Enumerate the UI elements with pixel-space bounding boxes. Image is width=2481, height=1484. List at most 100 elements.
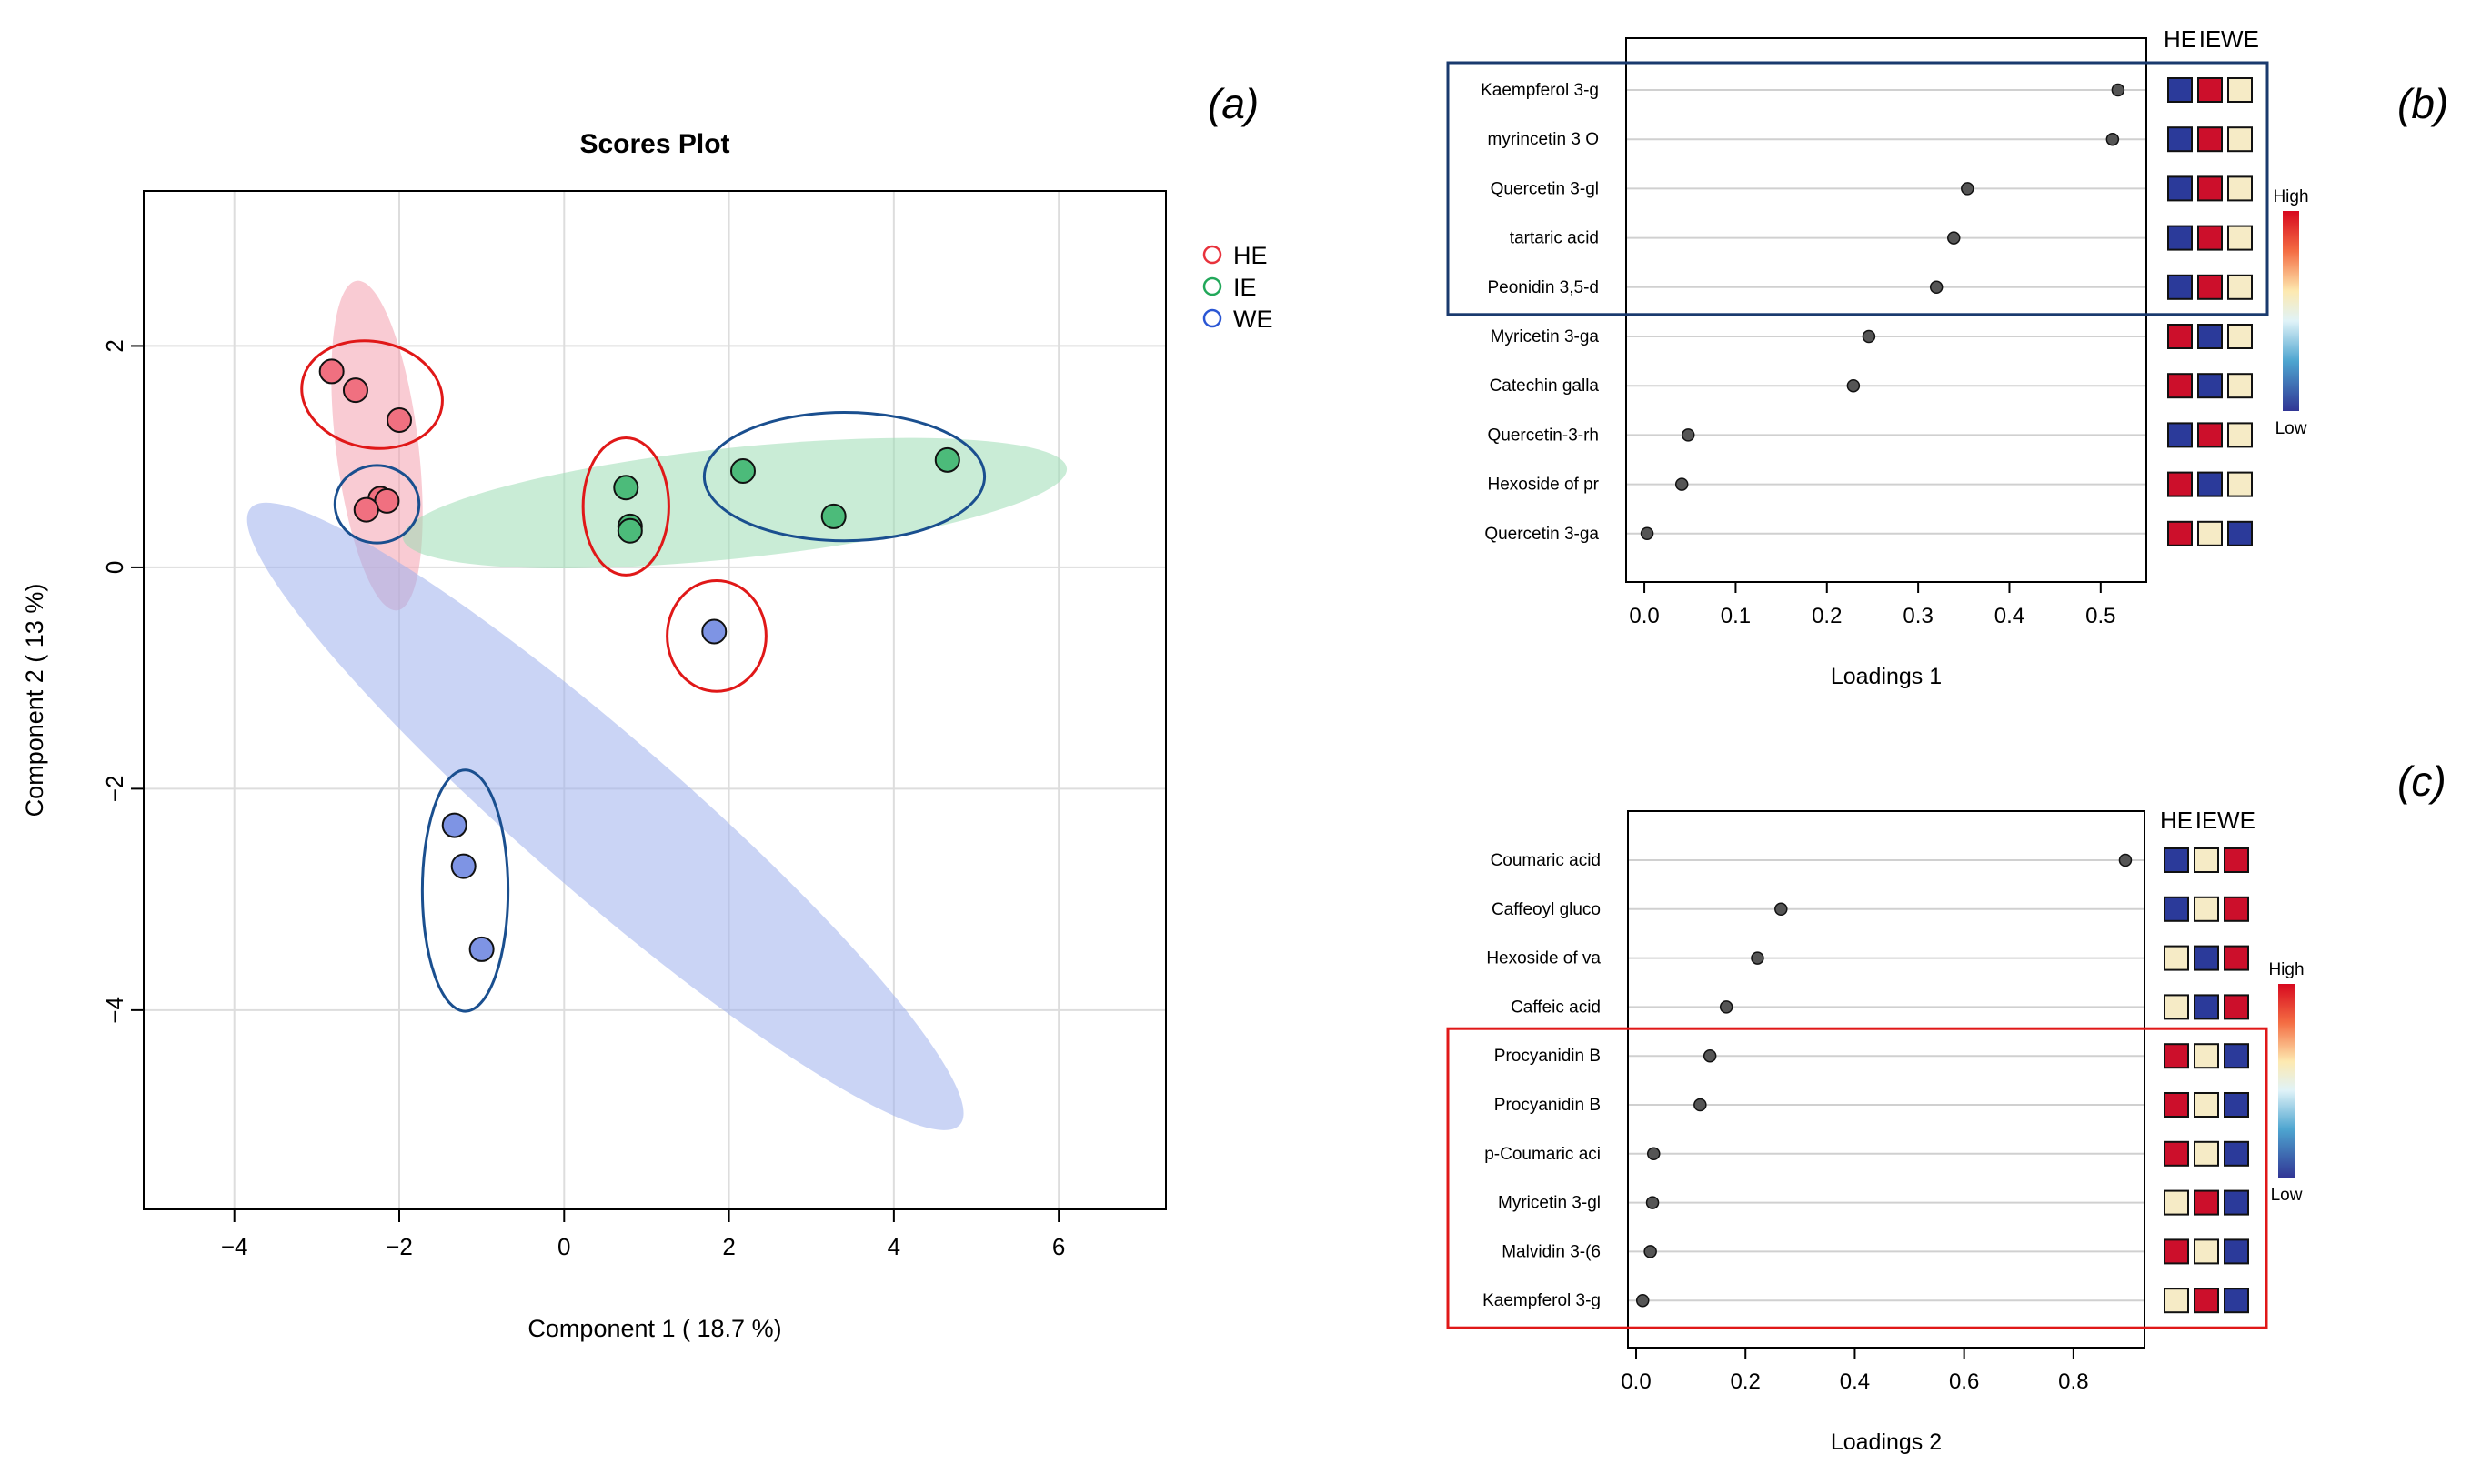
x-tick-label: 0.5: [2085, 604, 2115, 628]
score-point-ie: [820, 503, 847, 529]
scores-legend: HE IE WE: [1202, 242, 1273, 333]
loading-dot: [1929, 280, 1944, 295]
annotation-ellipse: [333, 464, 421, 545]
x-tick-label: 0.6: [1949, 1369, 1979, 1394]
heatmap-cell: [2194, 1043, 2219, 1069]
heatmap-cell: [2167, 175, 2193, 202]
legend-marker-ie: [1202, 276, 1222, 296]
heatmap-column-header: WE: [2221, 25, 2259, 53]
loadings-xlabel: Loadings 2: [1831, 1429, 1942, 1455]
loading-dot: [2111, 83, 2125, 97]
x-tick-label: 0.0: [1621, 1369, 1651, 1394]
x-tick-label: 0.1: [1721, 604, 1751, 628]
heatmap-cell: [2227, 126, 2253, 153]
heatmap-cell: [2197, 175, 2223, 202]
loadings-xlabel: Loadings 1: [1831, 664, 1942, 689]
loading-dot: [2105, 132, 2120, 146]
x-tick-label: 0: [557, 1233, 570, 1260]
loading-dot: [1640, 526, 1654, 541]
x-tick-label: 0.2: [1731, 1369, 1761, 1394]
confidence-ellipse-ie: [402, 437, 1068, 568]
feature-label: Caffeic acid: [1511, 998, 1601, 1017]
heatmap-cell: [2167, 274, 2193, 300]
legend-label-ie: IE: [1233, 274, 1257, 301]
scores-plot-xlabel: Component 1 ( 18.7 %): [527, 1315, 781, 1342]
legend-marker-we: [1202, 308, 1222, 328]
heatmap-cell: [2197, 471, 2223, 497]
legend-label-he: HE: [1233, 242, 1268, 269]
x-tick-label: 6: [1052, 1233, 1065, 1260]
heatmap-cell: [2194, 945, 2219, 971]
feature-label: Malvidin 3-(6: [1502, 1242, 1601, 1261]
feature-label: Procyanidin B: [1494, 1047, 1601, 1066]
heatmap-cell: [2227, 373, 2253, 399]
legend-marker-he: [1202, 245, 1222, 265]
loading-dot: [1635, 1293, 1650, 1308]
highlight-box: [1446, 61, 2269, 316]
heatmap-cell: [2224, 1288, 2249, 1314]
x-tick-label: 0.3: [1903, 604, 1933, 628]
loading-dot: [1693, 1098, 1707, 1112]
loadings-frame: [1625, 37, 2147, 583]
heatmap-cell: [2164, 945, 2189, 971]
heatmap-cell: [2224, 1092, 2249, 1118]
heatmap-cell: [2167, 471, 2193, 497]
feature-label: Myricetin 3-gl: [1498, 1194, 1601, 1213]
x-tick-label: 0.2: [1812, 604, 1842, 628]
heatmap-cell: [2224, 1043, 2249, 1069]
score-point-ie: [934, 446, 960, 473]
heatmap-cell: [2167, 126, 2193, 153]
annotation-ellipse: [581, 436, 670, 577]
annotation-ellipse: [300, 339, 444, 450]
score-point-ie: [617, 517, 643, 544]
heatmap-cell: [2194, 1140, 2219, 1167]
heatmap-cell: [2197, 225, 2223, 251]
heatmap-cell: [2194, 896, 2219, 922]
score-point-ie: [613, 475, 639, 501]
score-point-he: [342, 377, 368, 404]
x-tick-label: 0.4: [1840, 1369, 1870, 1394]
loading-dot: [1774, 902, 1788, 917]
heatmap-cell: [2167, 520, 2193, 546]
loadings-2-plot: Coumaric acid Caffeoyl gluco Hexoside of v…: [1446, 807, 2305, 1455]
heatmap-cell: [2197, 324, 2223, 349]
color-scale-high-label: High: [2273, 187, 2308, 206]
heatmap-cell: [2227, 225, 2253, 251]
panel-label-b: (b): [2397, 80, 2448, 127]
x-tick-label: 2: [722, 1233, 735, 1260]
scores-plot-title: Scores Plot: [579, 129, 729, 159]
heatmap-cell: [2164, 1189, 2189, 1216]
y-tick-label: −2: [101, 776, 128, 803]
heatmap-cell: [2164, 994, 2189, 1020]
heatmap-cell: [2227, 175, 2253, 202]
loading-dot: [1862, 329, 1876, 344]
loading-dot: [1681, 428, 1695, 442]
feature-label: tartaric acid: [1510, 229, 1599, 248]
heatmap-cell: [2197, 274, 2223, 300]
heatmap-cell: [2164, 1092, 2189, 1118]
heatmap-cell: [2224, 945, 2249, 971]
confidence-ellipse-we: [246, 502, 964, 1130]
x-tick-label: −2: [386, 1233, 413, 1260]
heatmap-cell: [2227, 422, 2253, 448]
feature-label: Hexoside of va: [1486, 949, 1601, 968]
annotation-ellipse: [702, 410, 987, 543]
x-tick-label: −4: [221, 1233, 248, 1260]
score-point-we: [701, 618, 728, 645]
heatmap-cell: [2194, 1092, 2219, 1118]
loading-dot: [1961, 182, 1974, 196]
annotation-ellipse: [420, 768, 510, 1013]
heatmap-column-header: IE: [2195, 807, 2218, 834]
feature-label: p-Coumaric aci: [1484, 1145, 1601, 1164]
color-scale-high-label: High: [2268, 960, 2304, 979]
heatmap-cell: [2194, 1288, 2219, 1314]
score-point-we: [450, 853, 477, 879]
feature-label: Kaempferol 3-g: [1481, 81, 1599, 100]
heatmap-cell: [2167, 324, 2193, 349]
loading-dot: [1674, 477, 1689, 491]
heatmap-cell: [2167, 225, 2193, 251]
heatmap-cell: [2224, 1140, 2249, 1167]
heatmap-cell: [2164, 1238, 2189, 1265]
